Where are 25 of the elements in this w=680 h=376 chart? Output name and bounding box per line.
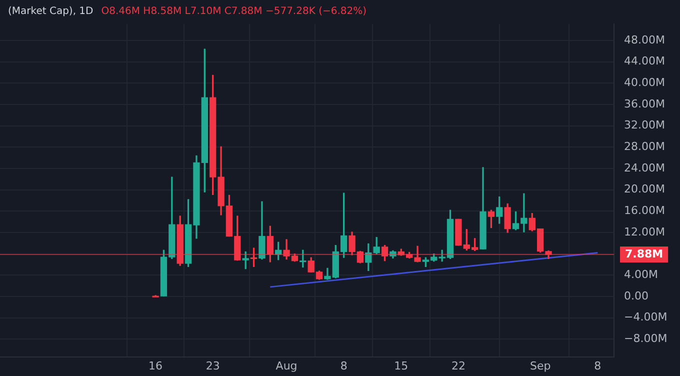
y-tick-label: −4.00M bbox=[624, 310, 668, 324]
y-tick-label: 36.00M bbox=[624, 97, 665, 110]
text: O8.46M H8.58M L7.10M C7.88M −577.28K (−6.82%) bbox=[101, 6, 367, 17]
y-tick-label: 32.00M bbox=[624, 118, 665, 132]
y-tick-label: 4.00M bbox=[624, 268, 658, 282]
y-tick-label: 28.00M bbox=[624, 140, 665, 154]
y-tick-label: 20.00M bbox=[624, 182, 665, 196]
y-tick-label: 44.00M bbox=[624, 54, 665, 68]
chart-title: (Market Cap), 1D bbox=[8, 6, 94, 17]
x-tick-label: Sep bbox=[530, 359, 551, 372]
y-tick-label: −8.00M bbox=[624, 332, 668, 346]
y-tick-label: 12.00M bbox=[624, 225, 665, 238]
y-tick-label: 16.00M bbox=[624, 204, 665, 218]
x-tick-label: 8 bbox=[594, 359, 602, 372]
x-tick-label: Aug bbox=[276, 359, 298, 372]
x-tick-label: 15 bbox=[394, 359, 408, 372]
y-tick-label: 0.00 bbox=[624, 289, 648, 302]
x-tick-label: 23 bbox=[206, 359, 220, 372]
y-tick-label: 48.00M bbox=[624, 33, 665, 46]
y-tick-label: 24.00M bbox=[624, 161, 665, 174]
y-tick-label: 40.00M bbox=[624, 76, 665, 90]
x-tick-label: 16 bbox=[148, 359, 163, 372]
x-tick-label: 8 bbox=[340, 359, 348, 372]
ref-line-label: 7.88M bbox=[625, 247, 664, 260]
x-tick-label: 22 bbox=[451, 359, 466, 372]
